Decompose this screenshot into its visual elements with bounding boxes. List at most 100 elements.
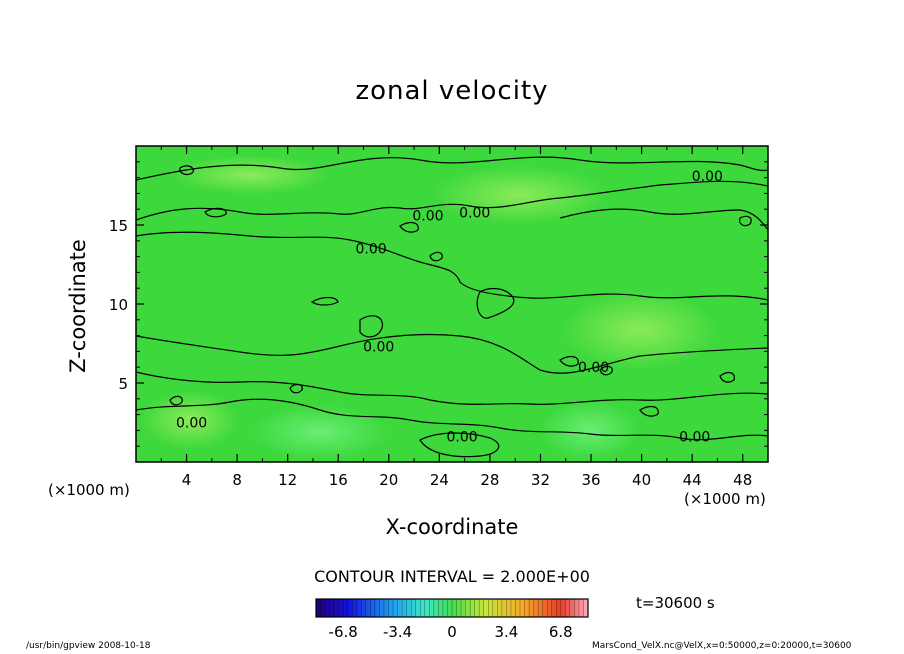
x-axis-label: X-coordinate [385,515,519,539]
footer-left: /usr/bin/gpview 2008-10-18 [26,641,151,651]
x-tick-label: 8 [232,471,242,489]
chart-title: zonal velocity [355,76,549,106]
colorbar-cell [379,599,385,617]
colorbar-cell [456,599,462,617]
y-tick-label: 15 [109,217,128,235]
colorbar-cell [447,599,453,617]
colorbar-cell [470,599,475,617]
y-axis-unit: (×1000 m) [48,481,130,499]
x-tick-label: 36 [581,471,600,489]
contour-lines [136,156,768,458]
colorbar-cell [556,599,562,617]
colorbar-cell [479,599,485,617]
colorbar-cell [583,599,589,617]
contour-label: 0.00 [356,242,387,258]
x-tick-label: 12 [278,471,297,489]
colorbar-cell [361,599,367,617]
colorbar-cell [384,599,389,617]
colorbar-cell [402,599,407,617]
colorbar-cell [474,599,480,617]
colorbar-tick-label: 0 [447,623,457,641]
colorbar-cell [569,599,575,617]
colorbar-cell [316,599,321,617]
colorbar-cell [420,599,426,617]
contour-label: 0.00 [679,430,710,446]
colorbar-cell [488,599,494,617]
colorbar-cell [352,599,358,617]
x-tick-label: 48 [733,471,752,489]
colorbar-cell [356,599,362,617]
x-tick-label: 16 [329,471,348,489]
colorbar-cell [338,599,344,617]
colorbar-cell [393,599,398,617]
colorbar-cell [538,599,543,617]
y-tick-label: 5 [118,375,128,393]
y-tick-label: 10 [109,296,128,314]
colorbar-cell [501,599,507,617]
colorbar-cell [574,599,580,617]
colorbar-cell [542,599,548,617]
colorbar-cell [510,599,516,617]
colorbar-cell [492,599,498,617]
colorbar-cell [483,599,489,617]
contour-label-group: 0.00 0.00 0.00 0.00 0.00 0.00 0.00 0.00 0.00 [176,169,723,446]
colorbar-frame [315,598,589,618]
contour-label: 0.00 [692,169,723,185]
x-axis-ticks: 4 8 12 16 20 24 28 32 36 40 44 48 [160,146,752,489]
colorbar-cell [325,599,330,617]
colorbar-cell [438,599,444,617]
colorbar-cell [429,599,435,617]
x-tick-label: 20 [379,471,398,489]
x-tick-label: 24 [430,471,449,489]
contour-label: 0.00 [412,209,443,225]
contour-label: 0.00 [363,340,394,356]
colorbar-cell [506,599,512,617]
colorbar-cell [547,599,553,617]
x-tick-label: 4 [182,471,192,489]
y-axis-ticks: 5 10 15 [109,161,768,447]
colorbar-cell [329,599,335,617]
contour-label: 0.00 [447,430,478,446]
x-tick-label: 32 [531,471,550,489]
contour-label: 0.00 [578,360,609,376]
contour-label: 0.00 [459,205,490,221]
x-axis-unit: (×1000 m) [684,490,766,508]
colorbar-cell [524,599,530,617]
colorbar-tick-label: 3.4 [494,623,518,641]
x-tick-label: 40 [632,471,651,489]
y-axis-label: Z-coordinate [66,239,90,373]
colorbar-cell [397,599,403,617]
contour-interval-text: CONTOUR INTERVAL = 2.000E+00 [314,567,590,586]
colorbar-cell [461,599,466,617]
time-label: t=30600 s [636,594,715,612]
colorbar-cell [515,599,521,617]
x-tick-label: 28 [480,471,499,489]
colorbar-cell [565,599,571,617]
colorbar-cell [370,599,376,617]
colorbar-cell [334,599,339,617]
colorbar-cell [520,599,525,617]
colorbar-cell [320,599,326,617]
colorbar-cell [578,599,584,617]
contour-label: 0.00 [176,416,207,432]
colorbar-cell [374,599,380,617]
colorbar-cell [433,599,439,617]
colorbar-cell [452,599,457,617]
footer-right: MarsCond_VelX.nc@VelX,x=0:50000,z=0:2000… [592,641,852,651]
colorbar-cell [533,599,539,617]
colorbar-cell [411,599,417,617]
colorbar-cell [551,599,557,617]
colorbar: -6.8 -3.4 0 3.4 6.8 [315,598,589,641]
colorbar-cell [406,599,412,617]
colorbar-cell [415,599,421,617]
colorbar-cell [388,599,394,617]
x-tick-label: 44 [683,471,702,489]
heatmap-field [136,146,768,462]
colorbar-tick-label: -3.4 [383,623,412,641]
colorbar-tick-label: 6.8 [549,623,573,641]
colorbar-cell [424,599,430,617]
colorbar-cell [365,599,371,617]
colorbar-cell [347,599,353,617]
colorbar-cell [497,599,503,617]
colorbar-cell [442,599,448,617]
